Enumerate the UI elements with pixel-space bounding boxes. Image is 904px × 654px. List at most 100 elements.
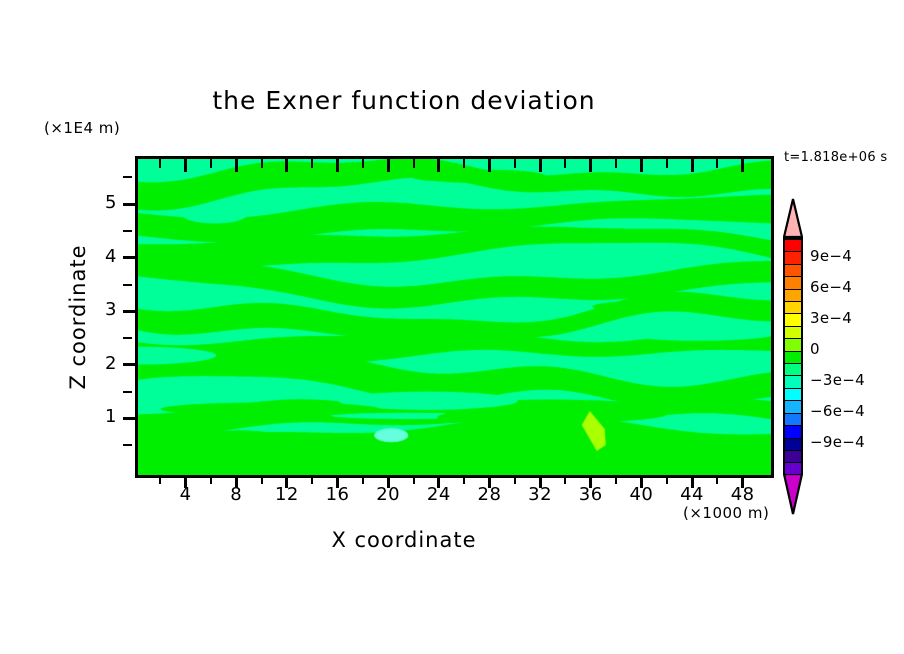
x-tick-mark (741, 475, 745, 488)
x-tick-mark-top (639, 159, 643, 172)
colorbar-bands (783, 238, 803, 476)
x-tick-mark (260, 475, 263, 484)
y-tick-mark (123, 256, 136, 260)
plot-title-text: the Exner function deviation (212, 86, 596, 115)
x-tick-mark-top (487, 159, 491, 172)
x-tick-mark-top (336, 159, 340, 172)
y-tick-mark (123, 309, 136, 313)
x-tick-label: 20 (376, 484, 401, 505)
y-tick-mark (123, 444, 132, 447)
x-tick-mark (361, 475, 364, 484)
colorbar-band (785, 314, 801, 327)
colorbar-band (785, 388, 801, 402)
x-tick-mark-top (311, 159, 314, 168)
colorbar-band (785, 339, 801, 352)
x-tick-label: 48 (730, 484, 755, 505)
x-tick-label: 8 (230, 484, 243, 505)
colorbar[interactable] (781, 197, 805, 515)
x-axis-unit-label: (×1000 m) (683, 504, 770, 522)
colorbar-band (785, 463, 801, 476)
x-axis-title: X coordinate (0, 528, 904, 552)
x-tick-mark (538, 475, 542, 488)
x-tick-mark (336, 475, 340, 488)
colorbar-band (785, 426, 801, 439)
x-tick-mark (665, 475, 668, 484)
y-axis-title: Z coordinate (66, 244, 90, 390)
x-tick-mark-top (361, 159, 364, 168)
x-axis-title-text: X coordinate (331, 528, 477, 552)
y-tick-mark (123, 390, 132, 393)
colorbar-band (785, 302, 801, 315)
colorbar-band (785, 252, 801, 265)
colorbar-top-cap-icon (782, 197, 804, 239)
y-tick-mark (123, 229, 132, 232)
x-tick-mark (487, 475, 491, 488)
y-tick-label: 1 (105, 406, 117, 428)
x-tick-mark-top (412, 159, 415, 168)
contour-field (138, 159, 771, 475)
y-tick-mark (123, 363, 136, 367)
x-tick-label: 32 (528, 484, 553, 505)
colorbar-band (785, 401, 801, 414)
x-tick-mark-top (615, 159, 618, 168)
y-axis-unit-label: (×1E4 m) (44, 119, 121, 137)
x-tick-mark-top (538, 159, 542, 172)
x-tick-mark (513, 475, 516, 484)
x-tick-mark-top (234, 159, 238, 172)
x-tick-mark (463, 475, 466, 484)
colorbar-band (785, 277, 801, 290)
x-tick-mark (589, 475, 593, 488)
x-tick-mark (311, 475, 314, 484)
x-tick-label: 4 (179, 484, 192, 505)
x-tick-mark-top (690, 159, 694, 172)
colorbar-band (785, 438, 801, 451)
y-tick-mark (123, 416, 136, 420)
x-tick-mark (285, 475, 289, 488)
x-tick-mark (437, 475, 441, 488)
x-tick-mark-top (159, 159, 162, 168)
colorbar-tick-label: 6e−4 (810, 277, 853, 296)
colorbar-band (785, 351, 801, 365)
x-tick-mark (159, 475, 162, 484)
x-tick-mark-top (184, 159, 188, 172)
y-tick-mark (123, 202, 136, 206)
x-tick-mark-top (260, 159, 263, 168)
y-tick-label: 5 (105, 192, 117, 214)
contour-plot-area[interactable] (135, 156, 774, 478)
x-tick-mark (639, 475, 643, 488)
x-tick-label: 16 (325, 484, 350, 505)
x-tick-mark-top (741, 159, 745, 172)
x-tick-mark-top (589, 159, 593, 172)
x-tick-mark-top (463, 159, 466, 168)
y-tick-label: 3 (105, 299, 117, 321)
colorbar-tick-label: 3e−4 (810, 308, 853, 327)
x-tick-label: 12 (274, 484, 299, 505)
x-tick-mark (386, 475, 390, 488)
colorbar-band (785, 450, 801, 464)
x-tick-label: 40 (629, 484, 654, 505)
x-tick-label: 36 (578, 484, 603, 505)
y-tick-mark (123, 337, 132, 340)
x-tick-mark (209, 475, 212, 484)
x-tick-mark-top (564, 159, 567, 168)
colorbar-tick-label: −6e−4 (810, 401, 865, 420)
y-tick-label: 4 (105, 245, 117, 267)
colorbar-tick-label: −9e−4 (810, 432, 865, 451)
colorbar-tick-label: 9e−4 (810, 246, 853, 265)
x-tick-mark (615, 475, 618, 484)
x-tick-mark-top (716, 159, 719, 168)
time-stamp-annotation: t=1.818e+06 s (784, 150, 888, 165)
page-title: the Exner function deviation (0, 86, 904, 115)
x-tick-mark-top (665, 159, 668, 168)
colorbar-band (785, 264, 801, 278)
x-tick-mark (234, 475, 238, 488)
colorbar-band (785, 413, 801, 427)
x-tick-label: 44 (680, 484, 704, 505)
y-tick-mark (123, 283, 132, 286)
colorbar-tick-label: 0 (810, 339, 820, 358)
x-tick-mark-top (209, 159, 212, 168)
x-tick-mark-top (386, 159, 390, 172)
x-tick-mark-top (513, 159, 516, 168)
x-tick-mark (184, 475, 188, 488)
